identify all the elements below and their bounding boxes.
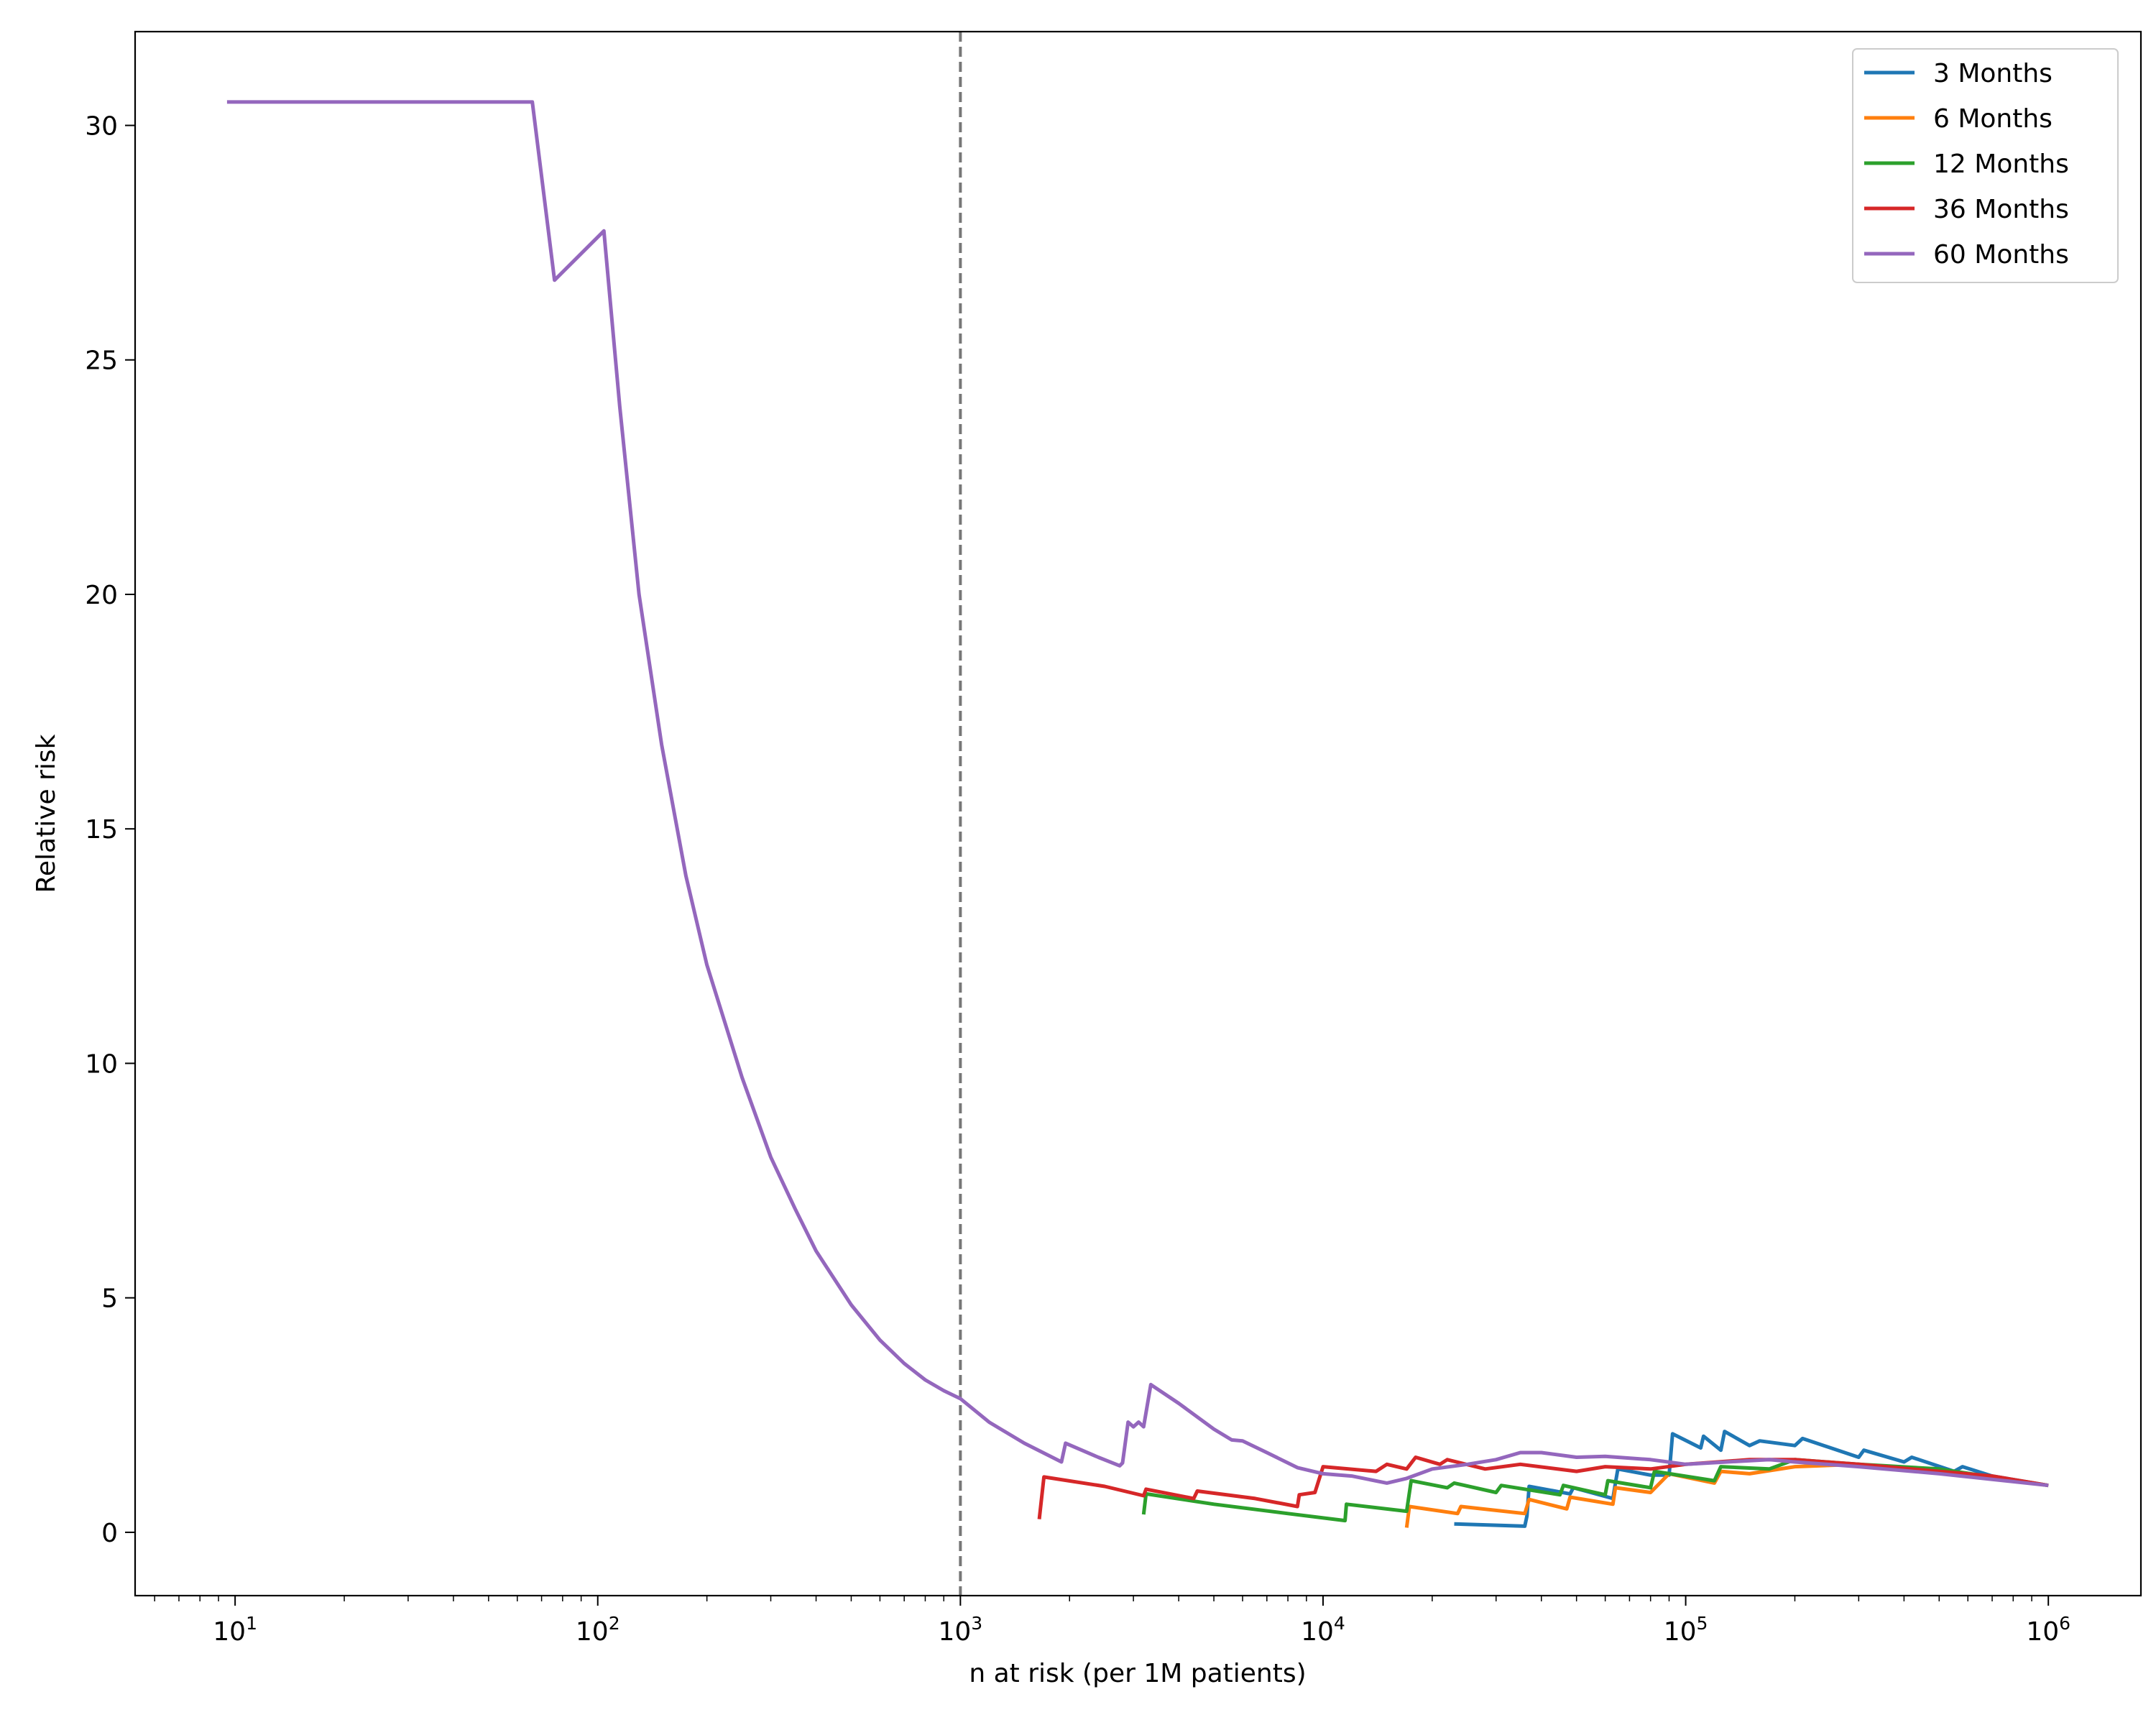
x-tick-label: 105 (1664, 1613, 1708, 1647)
x-tick-exponent: 6 (2059, 1613, 2070, 1634)
legend-label: 6 Months (1933, 104, 2053, 134)
y-tick-label: 10 (85, 1049, 118, 1079)
legend-box (1852, 48, 2119, 283)
y-axis: 0 5 10 15 20 25 30 (85, 111, 135, 1548)
y-tick-label: 20 (85, 581, 118, 610)
x-tick-label: 106 (2026, 1613, 2070, 1647)
x-tick-base: 10 (1301, 1617, 1334, 1647)
x-tick-exponent: 2 (609, 1613, 620, 1634)
x-tick-base: 10 (1664, 1617, 1697, 1647)
y-tick-label: 5 (101, 1284, 118, 1314)
y-tick-label: 25 (85, 346, 118, 376)
series-line-5 (226, 100, 2049, 1488)
x-tick-label: 102 (576, 1613, 620, 1647)
legend-label: 12 Months (1933, 150, 2069, 179)
x-tick-base: 10 (2026, 1617, 2059, 1647)
x-tick-label: 103 (938, 1613, 982, 1647)
series-line-3 (1141, 1458, 2049, 1523)
x-tick-base: 10 (576, 1617, 609, 1647)
legend: 3 Months 6 Months 12 Months 36 Months 60 Mon… (1852, 48, 2119, 283)
series-line-1 (1454, 1430, 2049, 1528)
y-tick-label: 15 (85, 815, 118, 845)
plot-frame (134, 30, 2142, 1597)
y-tick-label: 0 (101, 1519, 118, 1548)
x-tick-label: 101 (213, 1613, 257, 1647)
x-axis-label: n at risk (per 1M patients) (969, 1659, 1306, 1688)
legend-label: 60 Months (1933, 240, 2069, 270)
series-layer (226, 100, 2049, 1528)
x-tick-exponent: 5 (1697, 1613, 1708, 1634)
y-tick-label: 30 (85, 111, 118, 141)
y-axis-label: Relative risk (32, 734, 61, 893)
x-tick-base: 10 (938, 1617, 971, 1647)
x-axis: 101 102 103 104 105 106 (154, 1596, 2070, 1647)
x-tick-exponent: 4 (1334, 1613, 1345, 1634)
x-tick-exponent: 3 (971, 1613, 982, 1634)
x-tick-label: 104 (1301, 1613, 1345, 1647)
x-tick-base: 10 (213, 1617, 246, 1647)
legend-label: 3 Months (1933, 59, 2053, 88)
x-tick-exponent: 1 (246, 1613, 257, 1634)
legend-label: 36 Months (1933, 195, 2069, 224)
